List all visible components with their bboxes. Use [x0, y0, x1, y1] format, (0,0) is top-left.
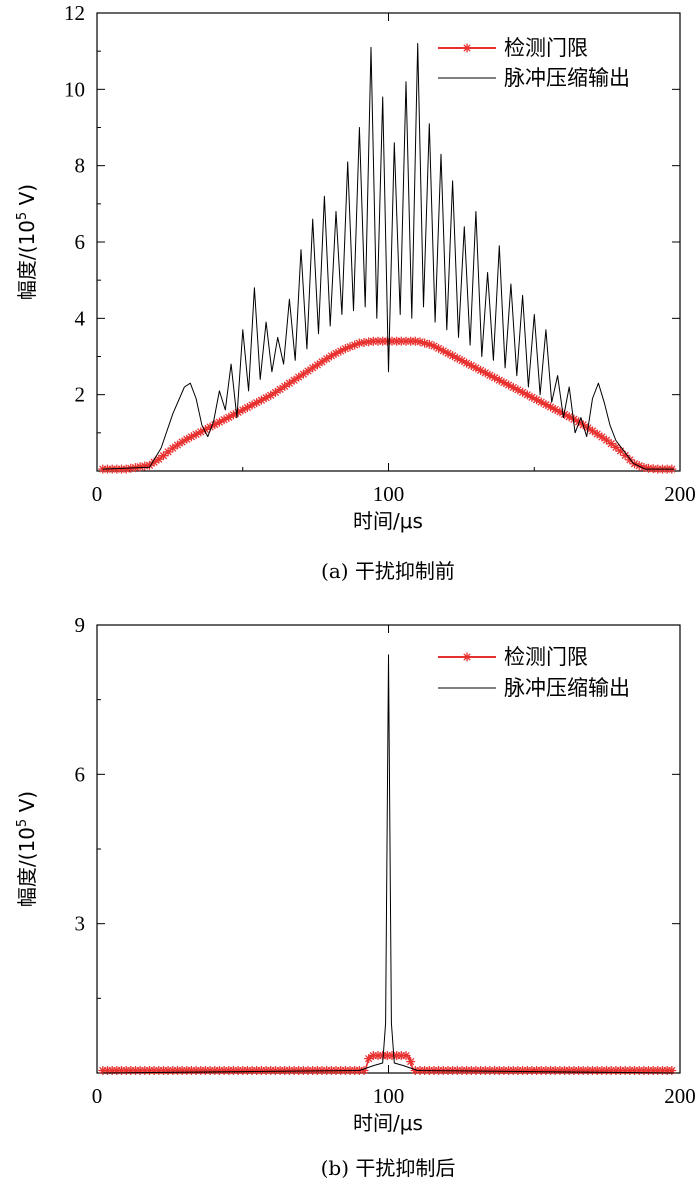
y-axis-label: 幅度/(105 V)	[15, 791, 39, 907]
x-tick-label: 100	[373, 482, 405, 506]
threshold-marker	[666, 1065, 677, 1076]
x-axis-label: 时间/μs	[353, 1111, 423, 1135]
tick-labels: 0 100 200 2 4 6 8 10 12	[64, 1, 696, 506]
legend-marker-threshold	[461, 651, 473, 663]
caption: (b) 干扰抑制后	[321, 1156, 456, 1180]
legend-label-threshold: 检测门限	[504, 36, 588, 60]
legend[interactable]: 检测门限 脉冲压缩输出	[438, 36, 630, 90]
y-tick-label: 6	[75, 230, 86, 254]
y-tick-label: 4	[75, 306, 86, 330]
legend[interactable]: 检测门限 脉冲压缩输出	[438, 645, 630, 700]
y-axis-label: 幅度/(105 V)	[15, 184, 39, 300]
chart-panel-a: 0 100 200 2 4 6 8 10 12 检测门限 脉冲压缩输出 幅度/(105 V) 时…	[15, 1, 696, 583]
y-tick-label: 8	[75, 154, 86, 178]
legend-label-output: 脉冲压缩输出	[504, 66, 630, 90]
threshold-marker	[405, 1056, 416, 1067]
x-tick-label: 200	[664, 1084, 696, 1108]
pulse-output-line	[102, 654, 675, 1074]
tick-marks	[96, 12, 681, 471]
y-tick-label: 9	[75, 613, 86, 637]
y-tick-label: 2	[75, 383, 86, 407]
legend-marker-threshold	[461, 42, 473, 54]
caption: (a) 干扰抑制前	[321, 559, 455, 583]
series-layer	[97, 43, 677, 475]
legend-label-threshold: 检测门限	[504, 645, 588, 669]
x-tick-label: 100	[373, 1084, 405, 1108]
tick-labels: 0 100 200 3 6 9	[75, 613, 696, 1108]
series-layer	[97, 654, 677, 1076]
x-tick-label: 200	[664, 482, 696, 506]
x-axis-label: 时间/μs	[353, 509, 423, 533]
y-tick-label: 12	[64, 1, 85, 25]
svg-text:幅度/(105 V): 幅度/(105 V)	[15, 184, 39, 300]
pulse-output-line	[102, 43, 675, 470]
y-tick-label: 3	[75, 912, 86, 936]
y-tick-label: 10	[64, 77, 85, 101]
y-tick-label: 6	[75, 762, 86, 786]
x-tick-label: 0	[92, 482, 103, 506]
x-tick-label: 0	[92, 1084, 103, 1108]
legend-label-output: 脉冲压缩输出	[504, 676, 630, 700]
threshold-marker	[400, 1050, 412, 1061]
svg-text:幅度/(105 V): 幅度/(105 V)	[15, 791, 39, 907]
